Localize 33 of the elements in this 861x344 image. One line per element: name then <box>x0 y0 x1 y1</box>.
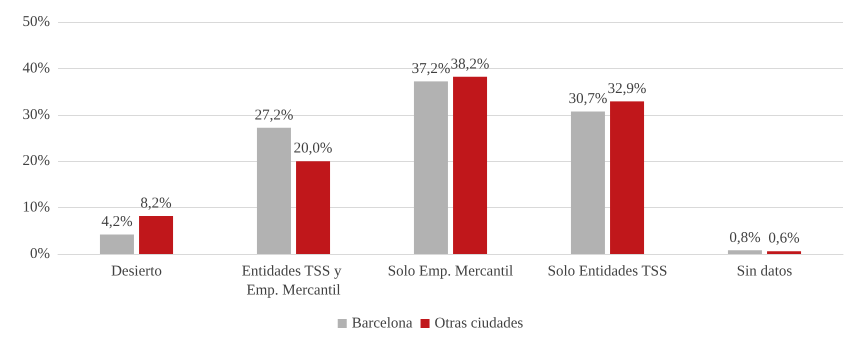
x-tick-label: Entidades TSS y Emp. Mercantil <box>242 264 346 298</box>
bar <box>139 216 174 254</box>
bar <box>610 101 644 254</box>
data-label: 20,0% <box>294 140 332 157</box>
y-tick-label: 40% <box>22 60 50 76</box>
x-tick-label: Solo Entidades TSS <box>548 264 668 280</box>
legend-label: Barcelona <box>352 316 413 332</box>
bar <box>256 128 291 254</box>
data-label: 32,9% <box>608 80 646 97</box>
legend-label: Otras ciudades <box>434 316 524 332</box>
y-tick-label: 30% <box>22 106 50 123</box>
data-label: 0,6% <box>768 230 800 247</box>
bar <box>414 81 448 254</box>
y-tick-label: 20% <box>22 153 50 170</box>
bar <box>100 234 134 254</box>
x-tick-label: Solo Emp. Mercantil <box>388 264 514 280</box>
y-tick-label: 0% <box>30 246 50 262</box>
bar <box>453 76 488 254</box>
y-tick-label: 10% <box>22 200 50 216</box>
x-tick-label: Sin datos <box>736 264 792 280</box>
bar <box>767 251 802 254</box>
data-label: 30,7% <box>568 91 608 108</box>
x-tick-label: Desierto <box>111 264 162 280</box>
bar <box>570 112 605 254</box>
bar <box>728 250 762 254</box>
y-tick-label: 50% <box>22 14 50 30</box>
data-label: 27,2% <box>254 107 294 124</box>
data-label: 38,2% <box>450 56 490 72</box>
data-label: 8,2% <box>140 195 172 212</box>
data-label: 0,8% <box>729 230 761 246</box>
data-label: 4,2% <box>101 214 133 230</box>
data-label: 37,2% <box>412 60 450 77</box>
bar <box>296 161 330 254</box>
